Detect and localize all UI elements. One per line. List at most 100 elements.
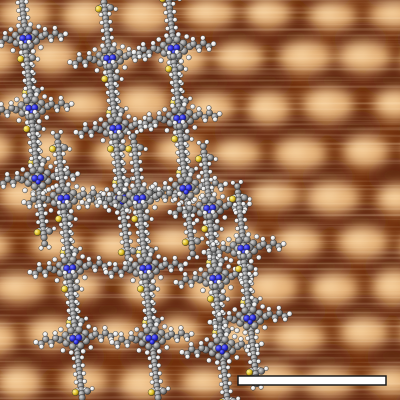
hydrogen-atom — [123, 106, 129, 111]
hydrogen-atom — [253, 233, 260, 240]
sulfur-atom — [217, 398, 226, 400]
hydrogen-atom — [85, 323, 92, 330]
hydrogen-atom — [210, 241, 216, 247]
sulfur-atom — [117, 248, 126, 256]
carbon-atom — [214, 352, 223, 361]
hydrogen-atom — [86, 197, 92, 203]
carbon-atom — [159, 387, 168, 395]
hydrogen-atom — [220, 288, 226, 295]
hydrogen-atom — [206, 105, 212, 111]
hydrogen-atom — [28, 148, 34, 154]
hydrogen-atom — [112, 331, 119, 337]
hydrogen-atom — [134, 222, 140, 228]
hydrogen-atom — [20, 62, 26, 68]
hydrogen-atom — [156, 186, 162, 192]
hydrogen-atom — [113, 176, 118, 181]
hydrogen-atom — [232, 202, 238, 208]
hydrogen-atom — [173, 279, 179, 285]
hydrogen-atom — [61, 159, 67, 165]
hydrogen-atom — [193, 166, 199, 171]
hydrogen-atom — [168, 176, 174, 183]
hydrogen-atom — [128, 152, 134, 158]
hydrogen-atom — [156, 348, 162, 355]
hydrogen-atom — [82, 274, 88, 281]
hydrogen-atom — [156, 36, 162, 43]
hydrogen-atom — [223, 256, 229, 261]
carbon-atom — [170, 0, 179, 2]
hydrogen-atom — [186, 200, 192, 206]
hydrogen-atom — [38, 44, 44, 51]
hydrogen-atom — [44, 114, 50, 121]
hydrogen-atom — [14, 170, 20, 176]
hydrogen-atom — [100, 28, 106, 34]
carbon-atom — [83, 387, 92, 395]
hydrogen-atom — [72, 64, 79, 70]
hydrogen-atom — [151, 315, 157, 321]
hydrogen-atom — [137, 246, 142, 251]
hydrogen-atom — [0, 101, 4, 107]
hydrogen-atom — [106, 11, 112, 17]
hydrogen-atom — [146, 269, 152, 275]
carbon-atom — [169, 52, 177, 60]
hydrogen-atom — [217, 365, 223, 371]
carbon-atom — [193, 237, 202, 245]
hydrogen-atom — [52, 256, 58, 263]
hydrogen-atom — [60, 347, 66, 354]
hydrogen-atom — [34, 211, 40, 217]
hydrogen-atom — [194, 254, 200, 260]
hydrogen-atom — [184, 354, 191, 360]
hydrogen-atom — [61, 246, 66, 251]
hydrogen-atom — [227, 380, 233, 386]
hydrogen-atom — [222, 322, 229, 329]
hydrogen-atom — [272, 317, 278, 323]
carbon-atom — [222, 351, 231, 360]
hydrogen-atom — [29, 69, 35, 75]
hydrogen-atom — [129, 160, 135, 166]
carbon-atom — [60, 144, 69, 152]
hydrogen-atom — [46, 186, 52, 193]
hydrogen-atom — [169, 103, 176, 109]
hydrogen-atom — [214, 359, 220, 366]
hydrogen-atom — [143, 146, 149, 152]
carbon-atom — [53, 132, 61, 140]
hydrogen-atom — [122, 64, 128, 71]
hydrogen-atom — [240, 288, 246, 294]
carbon-atom — [239, 252, 247, 260]
hydrogen-atom — [150, 307, 156, 313]
hydrogen-atom — [162, 180, 168, 186]
sulfur-atom — [164, 65, 173, 73]
hydrogen-atom — [145, 245, 151, 251]
hydrogen-atom — [72, 363, 77, 369]
hydrogen-atom — [210, 41, 217, 47]
hydrogen-atom — [46, 260, 52, 266]
hydrogen-atom — [35, 219, 41, 225]
hydrogen-atom — [162, 2, 168, 8]
hydrogen-atom — [82, 62, 89, 69]
hydrogen-atom — [82, 121, 88, 127]
hydrogen-atom — [119, 43, 126, 50]
hydrogen-atom — [107, 19, 113, 25]
hydrogen-atom — [241, 296, 246, 301]
hydrogen-atom — [21, 93, 28, 99]
hydrogen-atom — [108, 274, 115, 280]
hydrogen-atom — [125, 113, 132, 120]
hydrogen-atom — [132, 57, 138, 63]
hydrogen-atom — [186, 255, 192, 261]
hydrogen-atom — [178, 284, 185, 290]
hydrogen-atom — [74, 171, 81, 177]
hydrogen-atom — [212, 116, 218, 122]
hydrogen-atom — [36, 261, 42, 267]
hydrogen-atom — [212, 324, 219, 330]
hydrogen-atom — [127, 230, 133, 236]
hydrogen-atom — [207, 169, 213, 175]
hydrogen-atom — [48, 96, 54, 102]
hydrogen-atom — [228, 257, 234, 264]
hydrogen-atom — [172, 255, 178, 261]
hydrogen-atom — [202, 117, 208, 123]
hydrogen-atom — [178, 58, 184, 65]
hydrogen-atom — [100, 137, 106, 144]
hydrogen-atom — [76, 204, 82, 211]
hydrogen-atom — [238, 179, 244, 185]
hydrogen-atom — [253, 335, 259, 340]
